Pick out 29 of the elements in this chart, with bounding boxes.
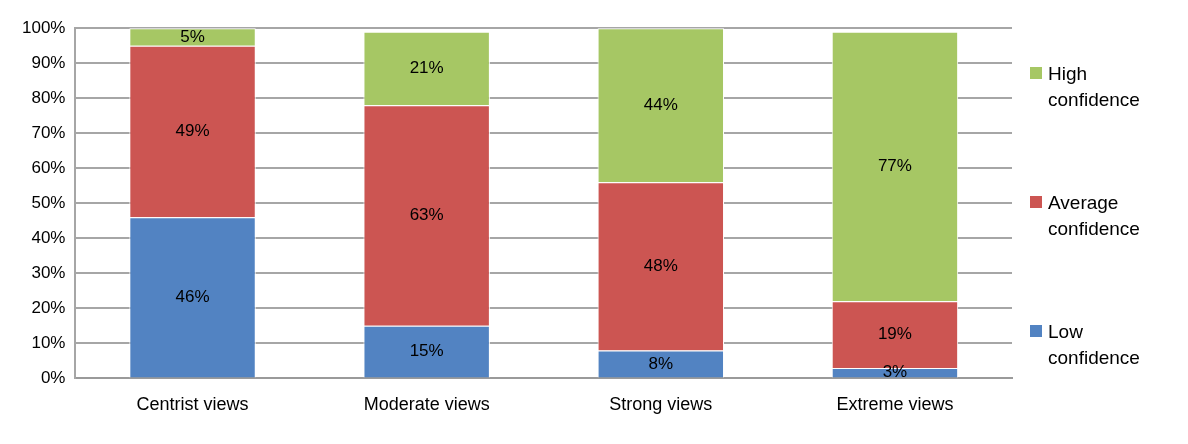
y-tick-label: 20%: [31, 298, 66, 318]
data-label: 63%: [409, 205, 444, 225]
y-tick-label: 60%: [31, 157, 66, 177]
data-label: 44%: [643, 94, 678, 114]
data-label: 5%: [180, 26, 205, 46]
data-label: 8%: [648, 353, 674, 373]
data-label: 49%: [175, 121, 210, 141]
data-label: 77%: [877, 156, 912, 176]
y-tick-label: 90%: [31, 52, 66, 72]
legend-label: High confidence: [1048, 61, 1141, 112]
data-label: 21%: [409, 58, 444, 78]
legend-label: Average confidence: [1048, 191, 1141, 241]
y-tick-label: 100%: [22, 17, 66, 37]
y-tick-label: 50%: [31, 192, 66, 212]
y-tick-label: 40%: [31, 228, 66, 248]
data-label: 19%: [877, 324, 912, 344]
y-tick-label: 0%: [40, 368, 66, 388]
x-tick-label: Strong views: [609, 394, 713, 415]
x-tick-label: Moderate views: [363, 394, 490, 415]
y-tick-label: 80%: [31, 87, 66, 107]
data-label: 48%: [643, 256, 678, 276]
y-tick-label: 30%: [31, 263, 66, 283]
y-tick-label: 10%: [31, 333, 66, 353]
legend-label: Low confidence: [1048, 320, 1141, 371]
y-tick-label: 70%: [31, 122, 66, 142]
x-tick-label: Extreme views: [836, 394, 954, 415]
data-label: 46%: [175, 287, 210, 307]
x-tick-label: Centrist views: [136, 394, 249, 415]
data-label: 15%: [409, 341, 444, 361]
